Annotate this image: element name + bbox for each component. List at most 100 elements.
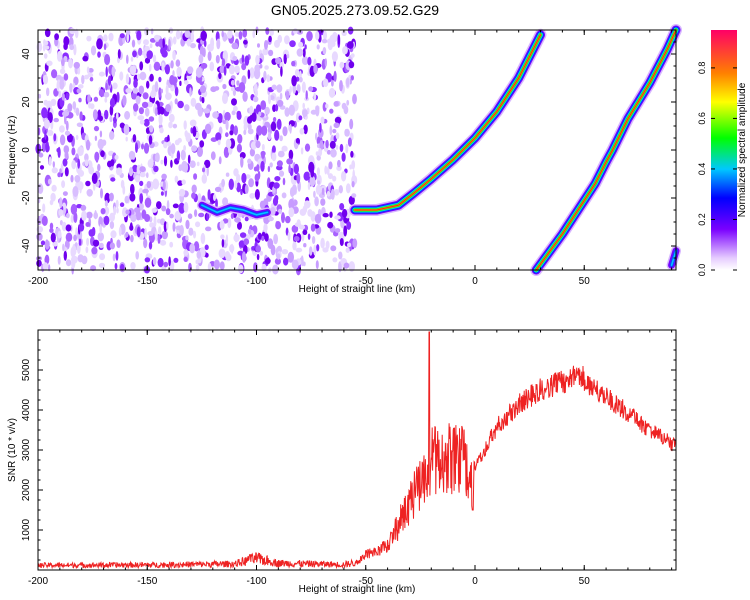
noise-speck: [249, 193, 255, 199]
noise-speck: [110, 177, 116, 182]
noise-speck: [138, 85, 145, 95]
noise-speck: [143, 142, 150, 154]
noise-speck: [311, 236, 316, 244]
noise-speck: [105, 66, 108, 78]
x-tick-label: -100: [246, 276, 266, 287]
ridge-mark: [196, 200, 273, 220]
noise-speck: [36, 226, 44, 233]
noise-speck: [92, 109, 98, 120]
noise-speck: [132, 50, 137, 58]
noise-speck: [167, 134, 170, 143]
noise-speck: [227, 217, 232, 229]
noise-speck: [216, 38, 221, 50]
top-ylabel: Frequency (Hz): [7, 116, 18, 185]
noise-speck: [76, 229, 83, 241]
noise-speck: [148, 116, 155, 122]
y-tick-label: 3000: [21, 438, 32, 461]
noise-speck: [237, 221, 242, 230]
noise-speck: [161, 205, 167, 212]
noise-speck: [170, 159, 173, 168]
noise-speck: [190, 97, 197, 107]
noise-speck: [310, 109, 317, 115]
noise-speck: [198, 54, 204, 64]
noise-speck: [325, 103, 329, 109]
noise-speck: [125, 73, 130, 85]
noise-speck: [109, 130, 115, 140]
noise-speck: [160, 191, 164, 196]
noise-speck: [157, 257, 164, 268]
noise-speck: [73, 234, 77, 242]
noise-speck: [207, 51, 212, 62]
noise-speck: [261, 235, 265, 241]
x-tick-label: -100: [246, 576, 266, 587]
noise-speck: [130, 56, 134, 62]
noise-speck: [206, 166, 209, 177]
noise-speck: [130, 262, 136, 270]
noise-speck: [58, 209, 64, 217]
noise-speck: [314, 213, 322, 224]
noise-speck: [161, 173, 167, 180]
noise-speck: [186, 74, 193, 80]
noise-speck: [78, 97, 82, 103]
noise-speck: [320, 198, 326, 206]
noise-speck: [56, 50, 63, 62]
noise-speck: [44, 28, 51, 38]
noise-speck: [154, 81, 159, 93]
noise-speck: [243, 129, 247, 135]
noise-speck: [288, 198, 295, 210]
noise-speck: [62, 243, 65, 252]
noise-speck: [85, 246, 89, 254]
noise-speck: [351, 160, 356, 170]
noise-speck: [142, 92, 149, 100]
noise-speck: [316, 244, 320, 252]
noise-speck: [350, 150, 354, 158]
noise-speck: [240, 188, 243, 196]
noise-speck: [158, 76, 162, 83]
noise-speck: [225, 138, 232, 149]
noise-speck: [241, 63, 247, 71]
noise-speck: [85, 180, 91, 187]
noise-speck: [159, 218, 166, 226]
noise-speck: [41, 107, 48, 119]
noise-speck: [279, 92, 283, 100]
noise-speck: [115, 199, 119, 209]
noise-speck: [73, 211, 78, 223]
noise-speck: [233, 105, 238, 112]
noise-speck: [190, 127, 193, 134]
noise-speck: [315, 132, 318, 141]
noise-speck: [65, 232, 73, 242]
noise-speck: [212, 111, 219, 119]
noise-speck: [92, 239, 100, 247]
bottom-axis-ticks: -200 -150 -100 -50 0 50 1000 2000 3000 4000 5000: [21, 329, 676, 587]
noise-speck: [230, 213, 234, 220]
noise-speck: [129, 193, 136, 202]
noise-speck: [351, 193, 357, 198]
noise-speck: [183, 80, 189, 85]
noise-speck: [305, 90, 308, 100]
noise-speck: [154, 230, 158, 242]
noise-speck: [275, 103, 279, 112]
noise-speck: [104, 54, 111, 66]
noise-speck: [153, 216, 157, 228]
noise-speck: [335, 144, 339, 150]
noise-speck: [64, 130, 71, 136]
noise-speck: [204, 123, 212, 134]
noise-speck: [293, 163, 299, 175]
noise-speck: [174, 210, 182, 221]
x-tick-label: -150: [137, 276, 157, 287]
noise-speck: [282, 126, 288, 137]
noise-speck: [298, 115, 303, 121]
noise-speck: [196, 146, 203, 158]
noise-speck: [107, 75, 112, 86]
noise-speck: [323, 78, 329, 87]
noise-speck: [295, 137, 300, 144]
noise-speck: [249, 105, 254, 117]
noise-speck: [345, 247, 350, 253]
x-tick-label: 50: [579, 276, 591, 287]
noise-speck: [169, 213, 174, 219]
noise-speck: [198, 212, 205, 218]
noise-speck: [61, 93, 65, 101]
noise-speck: [348, 61, 355, 69]
noise-speck: [241, 251, 247, 263]
noise-speck: [177, 100, 184, 109]
